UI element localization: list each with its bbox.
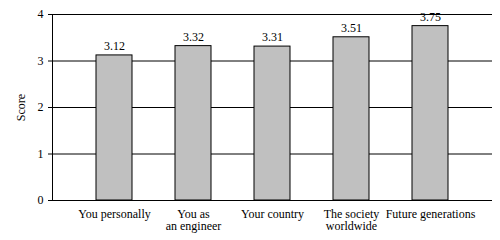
svg-text:1: 1 (38, 147, 44, 161)
svg-text:Score: Score (14, 94, 28, 121)
svg-text:Future generations: Future generations (386, 207, 476, 221)
svg-text:You asan engineer: You asan engineer (166, 207, 222, 233)
svg-text:You personally: You personally (78, 207, 150, 221)
svg-text:2: 2 (38, 100, 44, 114)
svg-text:3.12: 3.12 (104, 39, 125, 53)
svg-text:0: 0 (38, 193, 44, 207)
svg-text:3: 3 (38, 54, 44, 68)
svg-text:4: 4 (38, 7, 44, 21)
svg-text:3.31: 3.31 (262, 30, 283, 44)
svg-text:The societyworldwide: The societyworldwide (324, 207, 380, 233)
svg-text:3.51: 3.51 (341, 21, 362, 35)
svg-text:3.75: 3.75 (420, 10, 441, 24)
svg-text:3.32: 3.32 (183, 30, 204, 44)
svg-text:Your country: Your country (241, 207, 304, 221)
